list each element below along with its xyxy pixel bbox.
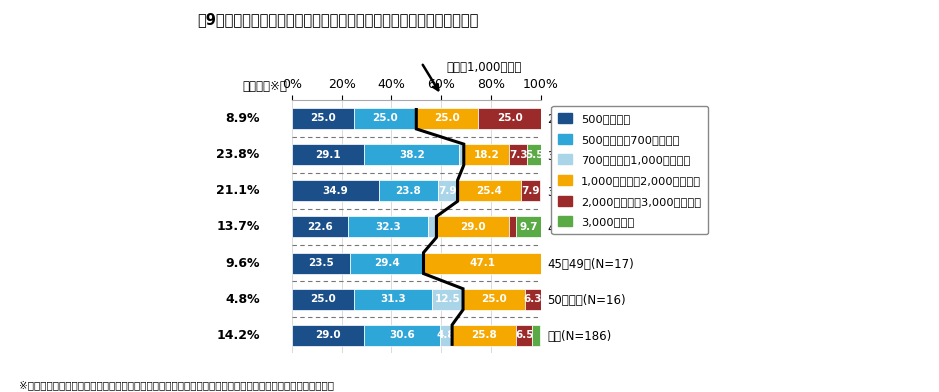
Bar	[292, 180, 378, 201]
Bar	[292, 144, 364, 165]
Bar	[509, 144, 527, 165]
Bar	[432, 289, 463, 310]
Text: 47.1: 47.1	[470, 258, 495, 268]
Text: 4.8%: 4.8%	[225, 293, 260, 306]
Bar	[516, 216, 541, 238]
Text: 23.8%: 23.8%	[216, 148, 260, 161]
Bar	[292, 325, 364, 346]
Bar	[423, 252, 541, 274]
Text: 14.2%: 14.2%	[216, 329, 260, 342]
Text: 25.0: 25.0	[497, 113, 522, 123]
Bar	[440, 325, 452, 346]
Text: 6.5: 6.5	[516, 330, 533, 340]
Text: 受贈額1,000万円超: 受贈額1,000万円超	[446, 61, 521, 74]
Bar	[438, 180, 457, 201]
Text: 23.8: 23.8	[395, 186, 422, 196]
Text: 29.0: 29.0	[316, 330, 341, 340]
Text: 31.3: 31.3	[380, 294, 406, 304]
Bar	[292, 252, 350, 274]
Text: ＜受贈率※＞: ＜受贈率※＞	[242, 80, 287, 93]
Bar	[532, 325, 540, 346]
Text: 9.7: 9.7	[519, 222, 538, 232]
Bar	[516, 325, 532, 346]
Text: 38.2: 38.2	[399, 150, 424, 160]
Text: 4.8: 4.8	[437, 330, 455, 340]
Bar	[464, 144, 509, 165]
Bar	[463, 289, 525, 310]
Bar	[292, 216, 348, 238]
Text: 25.8: 25.8	[471, 330, 497, 340]
Bar	[350, 252, 423, 274]
Bar	[459, 144, 464, 165]
Text: 9.6%: 9.6%	[225, 257, 260, 270]
Text: 22.6: 22.6	[307, 222, 333, 232]
Bar	[354, 108, 416, 129]
Bar	[452, 325, 516, 346]
Text: 25.0: 25.0	[435, 113, 460, 123]
Text: 25.0: 25.0	[373, 113, 398, 123]
Bar	[509, 216, 516, 238]
Text: 25.0: 25.0	[310, 294, 336, 304]
Text: 18.2: 18.2	[473, 150, 500, 160]
Bar	[364, 325, 440, 346]
Text: 21.1%: 21.1%	[216, 184, 260, 197]
Text: 34.9: 34.9	[322, 186, 348, 196]
Text: 25.0: 25.0	[482, 294, 507, 304]
Text: 5.5: 5.5	[525, 150, 544, 160]
Text: 6.3: 6.3	[524, 294, 542, 304]
Bar	[364, 144, 459, 165]
Text: 25.0: 25.0	[310, 113, 336, 123]
Bar	[527, 144, 541, 165]
Bar	[292, 108, 354, 129]
Bar	[354, 289, 432, 310]
Text: 8.9%: 8.9%	[225, 112, 260, 125]
Bar	[292, 289, 354, 310]
Text: 25.4: 25.4	[476, 186, 502, 196]
Bar	[457, 180, 521, 201]
Text: 7.9: 7.9	[439, 186, 457, 196]
Bar	[437, 216, 509, 238]
Text: 図9　　世帯主の年齢別親からの受贈率及び「親からの贈与」の受贈額: 図9 世帯主の年齢別親からの受贈率及び「親からの贈与」の受贈額	[197, 12, 479, 27]
Text: 7.9: 7.9	[521, 186, 540, 196]
Text: 7.3: 7.3	[509, 150, 528, 160]
Text: 29.0: 29.0	[460, 222, 485, 232]
Text: 12.5: 12.5	[435, 294, 460, 304]
Bar	[525, 289, 541, 310]
Bar	[479, 108, 541, 129]
Bar	[428, 216, 437, 238]
Bar	[378, 180, 438, 201]
Text: 29.4: 29.4	[374, 258, 400, 268]
Bar	[416, 108, 479, 129]
Text: 23.5: 23.5	[308, 258, 334, 268]
Bar	[348, 216, 428, 238]
Legend: 500万円以下, 500万円超～700万円以下, 700万円超～1,000万円以下, 1,000万円超～2,000万円以下, 2,000万円超～3,000万円以: 500万円以下, 500万円超～700万円以下, 700万円超～1,000万円以…	[551, 106, 708, 234]
Text: 32.3: 32.3	[376, 222, 401, 232]
Text: ※　受贈率は、各年齢層の世帯総数に対して親からの贈与を受けた者（親からの受贈額を回答した者）の割合。: ※ 受贈率は、各年齢層の世帯総数に対して親からの贈与を受けた者（親からの受贈額を…	[19, 380, 333, 390]
Text: 30.6: 30.6	[390, 330, 415, 340]
Text: 29.1: 29.1	[316, 150, 341, 160]
Bar	[521, 180, 540, 201]
Text: 13.7%: 13.7%	[216, 220, 260, 233]
